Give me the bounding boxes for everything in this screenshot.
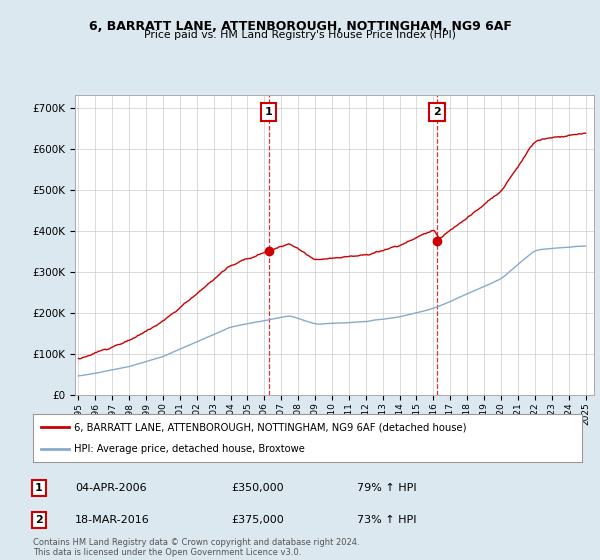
- Text: 2: 2: [433, 106, 440, 116]
- Text: 1: 1: [35, 483, 43, 493]
- Text: 18-MAR-2016: 18-MAR-2016: [75, 515, 150, 525]
- Text: 79% ↑ HPI: 79% ↑ HPI: [357, 483, 416, 493]
- Text: £350,000: £350,000: [231, 483, 284, 493]
- Text: 6, BARRATT LANE, ATTENBOROUGH, NOTTINGHAM, NG9 6AF (detached house): 6, BARRATT LANE, ATTENBOROUGH, NOTTINGHA…: [74, 422, 467, 432]
- Text: Price paid vs. HM Land Registry's House Price Index (HPI): Price paid vs. HM Land Registry's House …: [144, 30, 456, 40]
- Text: 73% ↑ HPI: 73% ↑ HPI: [357, 515, 416, 525]
- Text: £375,000: £375,000: [231, 515, 284, 525]
- Text: 2: 2: [35, 515, 43, 525]
- Text: 6, BARRATT LANE, ATTENBOROUGH, NOTTINGHAM, NG9 6AF: 6, BARRATT LANE, ATTENBOROUGH, NOTTINGHA…: [89, 20, 511, 32]
- Text: Contains HM Land Registry data © Crown copyright and database right 2024.
This d: Contains HM Land Registry data © Crown c…: [33, 538, 359, 557]
- Text: 1: 1: [265, 106, 272, 116]
- Text: 04-APR-2006: 04-APR-2006: [75, 483, 146, 493]
- Text: HPI: Average price, detached house, Broxtowe: HPI: Average price, detached house, Brox…: [74, 444, 305, 454]
